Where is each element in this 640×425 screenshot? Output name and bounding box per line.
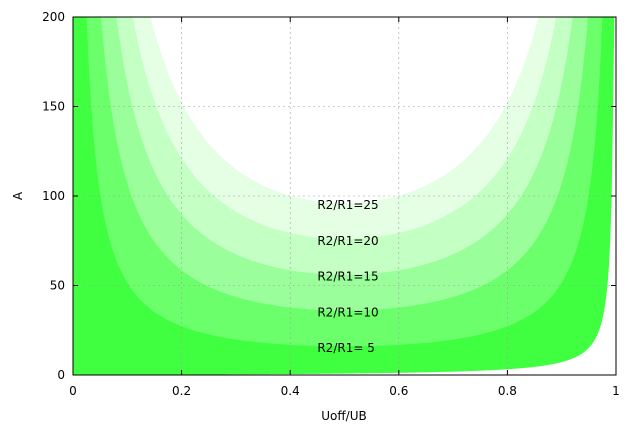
y-tick-label: 0: [57, 368, 65, 382]
y-tick-label: 100: [42, 189, 65, 203]
x-tick-label: 0.6: [389, 384, 408, 398]
y-axis-label: A: [11, 191, 25, 200]
x-tick-label: 0.2: [172, 384, 191, 398]
region-label-r2r1-20: R2/R1=20: [317, 234, 378, 248]
x-tick-label: 0.8: [498, 384, 517, 398]
region-label-r2r1-5: R2/R1= 5: [317, 341, 375, 355]
region-label-r2r1-10: R2/R1=10: [317, 305, 378, 319]
region-label-r2r1-15: R2/R1=15: [317, 270, 378, 284]
x-tick-labels: 0 0.2 0.4 0.6 0.8 1: [69, 384, 620, 398]
x-axis-label: Uoff/UB: [321, 409, 366, 423]
region-label-r2r1-25: R2/R1=25: [317, 198, 378, 212]
plot-area: R2/R1= 5 R2/R1=10 R2/R1=15 R2/R1=20 R2/R1=25: [72, 16, 617, 376]
x-tick-label: 0: [69, 384, 77, 398]
area-r2r1-5: [73, 17, 616, 375]
x-tick-label: 0.4: [281, 384, 300, 398]
y-tick-label: 150: [42, 100, 65, 114]
tick-marks: [72, 16, 617, 376]
x-tick-label: 1: [612, 384, 620, 398]
region-labels: R2/R1= 5 R2/R1=10 R2/R1=15 R2/R1=20 R2/R1=25: [317, 198, 378, 355]
y-tick-label: 50: [50, 279, 65, 293]
y-tick-label: 200: [42, 10, 65, 24]
grid: [73, 17, 616, 375]
y-tick-labels: 0 50 100 150 200: [42, 10, 65, 382]
